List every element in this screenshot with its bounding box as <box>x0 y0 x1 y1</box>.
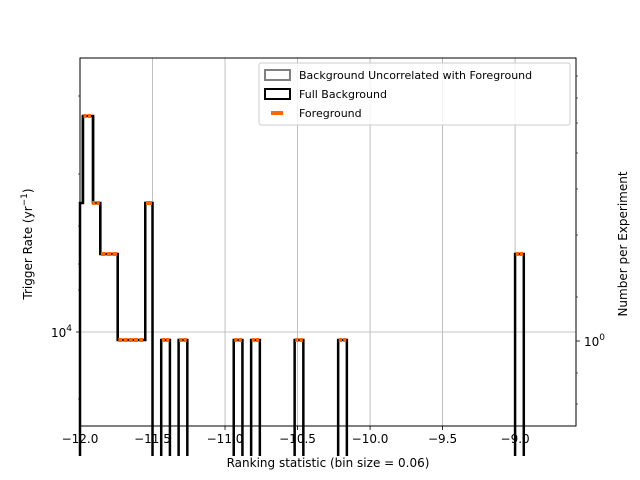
y-left-tick-base: 10 <box>51 326 66 340</box>
legend-label-uncorrelated: Background Uncorrelated with Foreground <box>299 69 532 82</box>
legend-entry-uncorrelated: Background Uncorrelated with Foreground <box>264 69 532 82</box>
y-left-tick-label: 104 <box>51 324 72 340</box>
x-tick-label: −10.5 <box>279 432 316 446</box>
y-right-tick-label: 100 <box>584 333 605 349</box>
x-tick-label: −11.5 <box>134 432 171 446</box>
background-bin-step <box>144 201 154 456</box>
foreground-series <box>83 114 524 342</box>
legend-swatch-full-background <box>264 88 291 100</box>
x-axis-label: Ranking statistic (bin size = 0.06) <box>227 456 430 470</box>
y-left-label-main: Trigger Rate (yr <box>21 206 35 300</box>
background-bin-step <box>99 203 119 340</box>
background-bin-step <box>81 114 95 203</box>
legend-label-full-background: Full Background <box>299 88 387 101</box>
y-left-tick-exp: 4 <box>66 324 72 334</box>
background-bin-step <box>513 252 526 456</box>
x-tick-label: −10.0 <box>352 432 389 446</box>
legend-swatch-uncorrelated <box>264 69 291 81</box>
legend-entry-foreground: Foreground <box>271 107 362 120</box>
legend-entry-full-background: Full Background <box>264 88 387 101</box>
x-tick-label: −12.0 <box>62 432 99 446</box>
ticks: −12.0 −11.5 −11.0 −10.5 −10.0 −9.5 −9.0 <box>62 75 580 446</box>
y-left-label-close: ) <box>21 188 35 193</box>
series-layer <box>78 114 526 456</box>
y-left-label-sup: −1 <box>20 193 30 206</box>
y-axis-left-label: Trigger Rate (yr−1) <box>20 188 35 300</box>
x-tick-label: −9.0 <box>501 432 530 446</box>
plot-border <box>79 57 577 427</box>
background-bin-step <box>232 338 244 456</box>
full-background-series <box>78 114 526 456</box>
legend: Background Uncorrelated with Foreground … <box>258 62 571 126</box>
y-right-tick-exp: 0 <box>599 333 605 343</box>
x-tick-label: −11.0 <box>207 432 244 446</box>
x-tick-label: −9.5 <box>428 432 457 446</box>
background-bin-step <box>116 203 147 342</box>
background-bin-step <box>177 338 189 456</box>
background-bin-step <box>249 338 262 456</box>
axes-frame <box>79 57 577 427</box>
background-bin-step <box>336 338 349 456</box>
legend-label-foreground: Foreground <box>299 107 362 120</box>
y-right-tick-base: 10 <box>584 335 599 349</box>
background-bin-step <box>293 338 305 456</box>
legend-frame <box>258 62 571 126</box>
y-axis-right-label: Number per Experiment <box>616 171 630 316</box>
background-bin-step <box>159 338 172 456</box>
